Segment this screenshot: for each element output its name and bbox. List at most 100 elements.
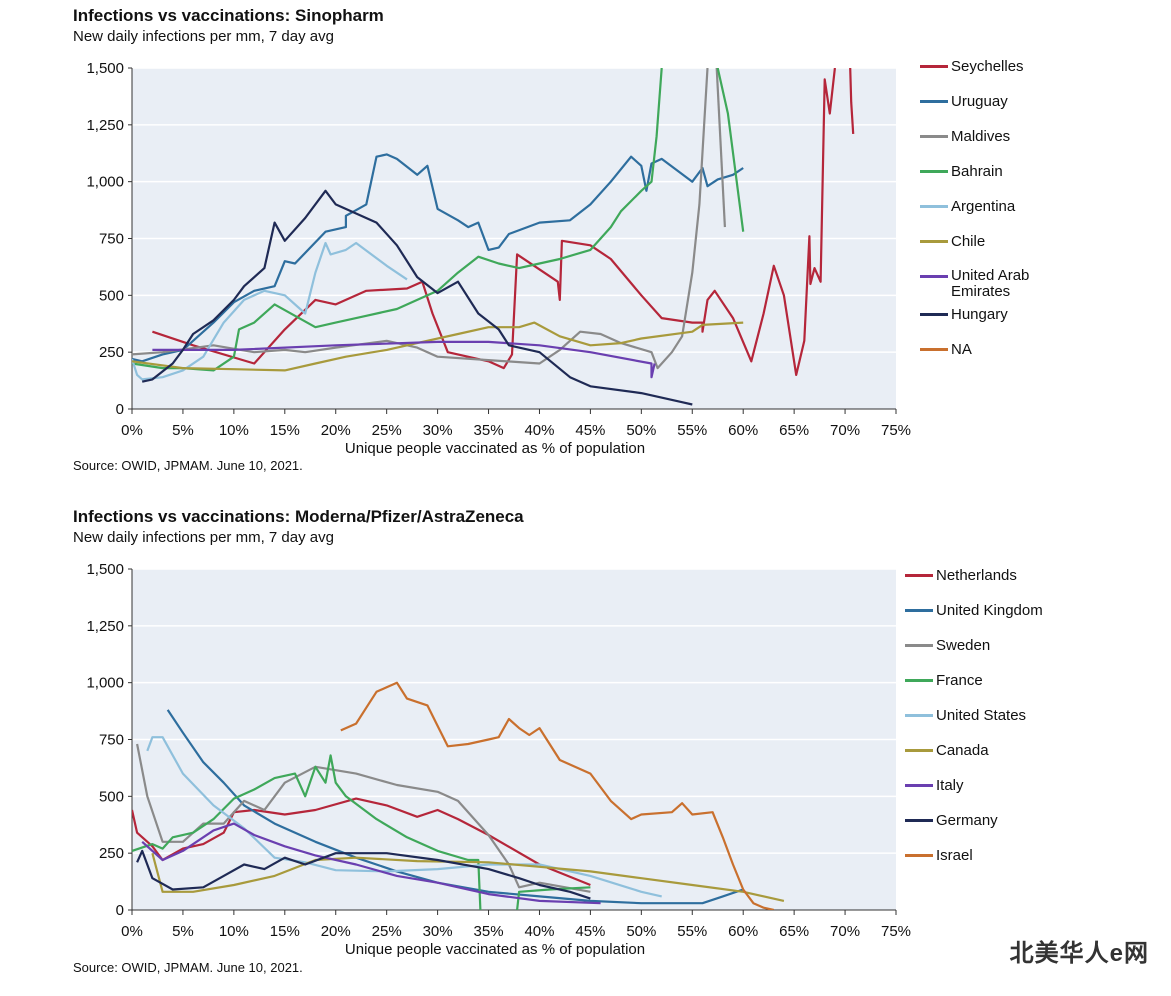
- y-tick-label: 750: [99, 231, 124, 248]
- series-line-united-arab-emirates: [152, 340, 656, 379]
- series-line-seychelles: [152, 68, 836, 376]
- x-tick-label: 10%: [219, 422, 249, 439]
- legend-label: France: [936, 672, 983, 689]
- legend-swatch: [920, 313, 948, 316]
- legend-item: United Arab Emirates: [920, 268, 1029, 300]
- chart-subtitle: New daily infections per mm, 7 day avg: [73, 28, 334, 45]
- legend-label: Seychelles: [951, 58, 1024, 75]
- x-tick-label: 50%: [626, 422, 656, 439]
- y-tick-label: 1,000: [86, 675, 124, 692]
- y-tick-label: 250: [99, 845, 124, 862]
- series-line-chile: [132, 321, 744, 372]
- legend-item: Italy: [905, 777, 964, 794]
- y-tick-label: 250: [99, 344, 124, 361]
- y-tick-label: 1,500: [86, 561, 124, 578]
- legend-label: Argentina: [951, 198, 1016, 215]
- chart-source: Source: OWID, JPMAM. June 10, 2021.: [73, 960, 303, 975]
- x-tick-label: 75%: [881, 422, 911, 439]
- legend-item: Israel: [905, 847, 973, 864]
- legend-swatch: [920, 100, 948, 103]
- series-line-italy: [141, 822, 601, 905]
- x-tick-label: 60%: [728, 422, 758, 439]
- legend-item: United Kingdom: [905, 602, 1043, 619]
- legend-item: Canada: [905, 742, 989, 759]
- x-tick-label: 0%: [121, 923, 143, 940]
- series-line-uruguay: [132, 153, 744, 363]
- legend-item: France: [905, 672, 983, 689]
- chart-subtitle: New daily infections per mm, 7 day avg: [73, 529, 334, 546]
- x-tick-label: 70%: [830, 422, 860, 439]
- chart-title: Infections vs vaccinations: Sinopharm: [73, 6, 384, 25]
- x-tick-label: 55%: [677, 923, 707, 940]
- legend-item: Netherlands: [905, 567, 1017, 584]
- legend-label: NA: [951, 341, 972, 358]
- legend-swatch: [905, 819, 933, 822]
- x-tick-label: 25%: [372, 422, 402, 439]
- x-axis-label: Unique people vaccinated as % of populat…: [345, 440, 645, 457]
- x-tick-label: 30%: [423, 923, 453, 940]
- series-line-maldives: [132, 68, 709, 370]
- x-tick-label: 60%: [728, 923, 758, 940]
- legend-item: Bahrain: [920, 163, 1003, 180]
- x-tick-label: 10%: [219, 923, 249, 940]
- legend-item: Germany: [905, 812, 998, 829]
- series-line-canada: [151, 852, 785, 902]
- y-tick-label: 1,250: [86, 117, 124, 134]
- x-tick-label: 15%: [270, 422, 300, 439]
- series-line-hungary: [141, 189, 693, 406]
- legend-label: Canada: [936, 742, 989, 759]
- series-line-seychelles: [849, 68, 855, 134]
- x-tick-label: 0%: [121, 422, 143, 439]
- x-tick-label: 70%: [830, 923, 860, 940]
- legend-label: Bahrain: [951, 163, 1003, 180]
- legend-swatch: [920, 170, 948, 173]
- series-line-bahrain: [716, 68, 745, 232]
- x-tick-label: 45%: [575, 923, 605, 940]
- legend-swatch: [905, 644, 933, 647]
- x-tick-label: 35%: [474, 923, 504, 940]
- legend-label: Uruguay: [951, 93, 1008, 110]
- series-group: [132, 681, 785, 910]
- y-tick-label: 500: [99, 287, 124, 304]
- legend-swatch: [905, 574, 933, 577]
- x-tick-label: 65%: [779, 923, 809, 940]
- chart-source: Source: OWID, JPMAM. June 10, 2021.: [73, 458, 303, 473]
- chart-title: Infections vs vaccinations: Moderna/Pfiz…: [73, 507, 524, 526]
- legend-item: Maldives: [920, 128, 1010, 145]
- legend-item: Sweden: [905, 637, 990, 654]
- legend-item: Seychelles: [920, 58, 1024, 75]
- chart-plot: 0 250 500 750 1,000 1,250 1,500 0% 5% 10% 15% 20% 25…: [86, 561, 911, 958]
- y-tick-label: 750: [99, 732, 124, 749]
- legend-swatch: [905, 749, 933, 752]
- x-tick-label: 20%: [321, 422, 351, 439]
- y-tick-label: 500: [99, 788, 124, 805]
- legend-item: Uruguay: [920, 93, 1008, 110]
- legend-label: United Kingdom: [936, 602, 1043, 619]
- legend-swatch: [905, 609, 933, 612]
- series-line-argentina: [132, 241, 408, 381]
- series-line-israel: [340, 681, 775, 910]
- legend-label: Germany: [936, 812, 998, 829]
- series-line-germany: [136, 849, 591, 900]
- y-tick-label: 0: [116, 902, 124, 919]
- x-tick-label: 5%: [172, 923, 194, 940]
- legend-item: Chile: [920, 233, 985, 250]
- x-tick-label: 45%: [575, 422, 605, 439]
- watermark-logo: 北美华人e网: [1009, 940, 1149, 967]
- legend-swatch: [920, 135, 948, 138]
- x-tick-label: 15%: [270, 923, 300, 940]
- x-tick-label: 40%: [524, 923, 554, 940]
- x-tick-label: 5%: [172, 422, 194, 439]
- chart-plot: 0 250 500 750 1,000 1,250 1,500 0% 5% 10% 15% 20% 25…: [86, 60, 911, 457]
- legend-swatch: [905, 854, 933, 857]
- x-tick-label: 25%: [372, 923, 402, 940]
- legend-swatch: [905, 679, 933, 682]
- legend-label: Chile: [951, 233, 986, 250]
- y-tick-label: 0: [116, 401, 124, 418]
- legend-item: Hungary: [920, 306, 1008, 323]
- legend-label: Israel: [936, 847, 973, 864]
- y-tick-label: 1,000: [86, 174, 124, 191]
- legend-label: Hungary: [951, 306, 1008, 323]
- legend-item: United States: [905, 707, 1026, 724]
- y-tick-label: 1,250: [86, 618, 124, 635]
